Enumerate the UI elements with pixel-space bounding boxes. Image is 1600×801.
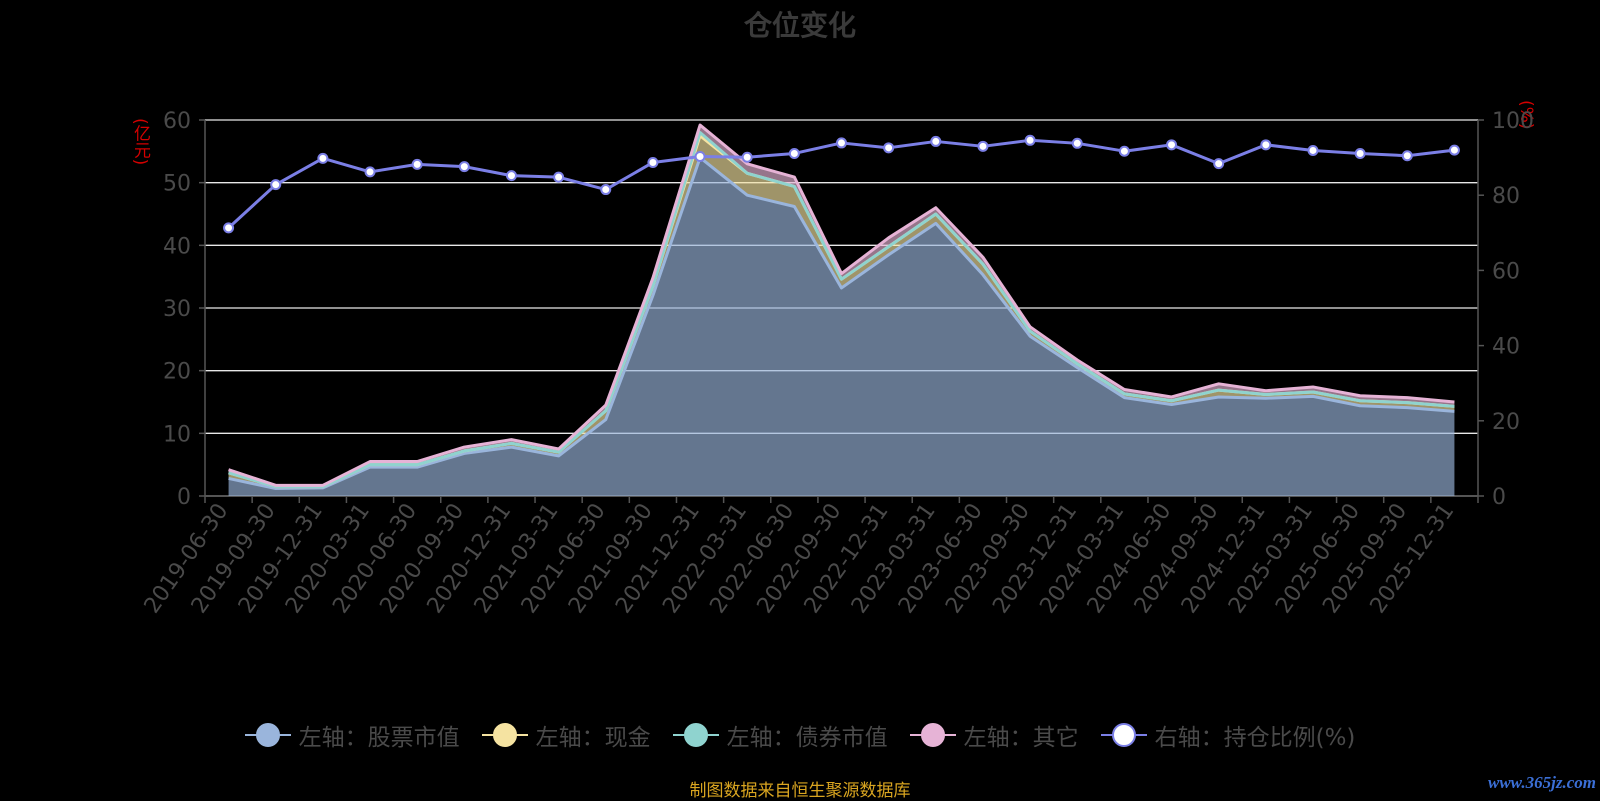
left-axis-tick-label: 60 — [163, 109, 191, 134]
left-axis-tick-label: 20 — [163, 360, 191, 385]
legend-item-bond[interactable]: 左轴：债券市值 — [672, 718, 888, 752]
ratio-point — [1401, 150, 1413, 162]
legend-label: 右轴：持仓比例(%) — [1154, 725, 1356, 751]
ratio-point — [930, 135, 942, 147]
ratio-point — [1260, 139, 1272, 151]
left-axis-tick-label: 40 — [163, 234, 191, 259]
ratio-point — [883, 142, 895, 154]
legend-marker-icon — [1100, 722, 1147, 748]
ratio-point — [1307, 144, 1319, 156]
area-series-line — [228, 131, 1455, 489]
ratio-point — [458, 161, 470, 173]
watermark: www.365jz.com — [1488, 773, 1596, 792]
ratio-point — [1071, 137, 1083, 149]
ratio-point — [1024, 134, 1036, 146]
right-axis-tick-label: 40 — [1492, 335, 1520, 360]
ratio-point — [270, 179, 282, 191]
source-note: 制图数据来自恒生聚源数据库 — [689, 781, 911, 801]
ratio-point — [317, 152, 329, 164]
ratio-point — [788, 147, 800, 159]
area-series-line — [228, 123, 1455, 487]
legend-item-cash[interactable]: 左轴：现金 — [481, 718, 651, 752]
right-axis-tick-label: 60 — [1492, 259, 1520, 284]
right-axis-tick-label: 100 — [1492, 109, 1534, 134]
legend-item-ratio[interactable]: 右轴：持仓比例(%) — [1100, 718, 1356, 752]
right-axis-tick-label: 0 — [1492, 485, 1506, 510]
ratio-point — [741, 151, 753, 163]
legend-item-stock[interactable]: 左轴：股票市值 — [244, 718, 460, 752]
right-axis-unit: (%) — [1516, 100, 1536, 130]
ratio-point — [647, 156, 659, 168]
left-axis-unit: (亿元) — [130, 118, 150, 166]
left-axis-tick-label: 10 — [163, 422, 191, 447]
legend-item-other[interactable]: 左轴：其它 — [909, 718, 1079, 752]
left-axis-tick-label: 50 — [163, 172, 191, 197]
legend-label: 左轴：现金 — [535, 725, 651, 751]
right-axis-tick-label: 20 — [1492, 410, 1520, 435]
ratio-point — [836, 137, 847, 149]
legend-label: 左轴：股票市值 — [298, 725, 460, 751]
right-axis-tick-label: 80 — [1492, 184, 1520, 209]
legend-label: 左轴：其它 — [963, 725, 1079, 751]
left-axis-tick-label: 0 — [177, 485, 191, 510]
ratio-point — [505, 170, 517, 182]
ratio-point — [694, 150, 706, 162]
legend: 左轴：股票市值 左轴：现金 左轴：债券市值 左轴：其它 右轴：持仓比例(%) — [0, 718, 1600, 752]
ratio-point — [600, 184, 612, 196]
ratio-point — [1118, 145, 1130, 157]
ratio-point — [411, 158, 423, 170]
chart-title: 仓位变化 — [743, 9, 856, 42]
legend-label: 左轴：债券市值 — [726, 725, 888, 751]
left-axis-tick-label: 30 — [163, 297, 191, 322]
legend-marker-icon — [244, 722, 291, 748]
legend-marker-icon — [481, 722, 528, 748]
area-band — [228, 157, 1455, 496]
ratio-line — [227, 138, 1455, 230]
ratio-point — [1213, 158, 1225, 170]
ratio-point — [553, 171, 565, 183]
ratio-point — [223, 222, 235, 234]
legend-marker-icon — [909, 722, 956, 748]
ratio-point — [977, 140, 989, 152]
ratio-point — [1448, 144, 1460, 156]
ratio-point — [364, 166, 376, 178]
legend-marker-icon — [672, 722, 719, 748]
area-series-line — [228, 156, 1455, 490]
ratio-point — [1166, 139, 1178, 151]
ratio-point — [1354, 147, 1366, 159]
